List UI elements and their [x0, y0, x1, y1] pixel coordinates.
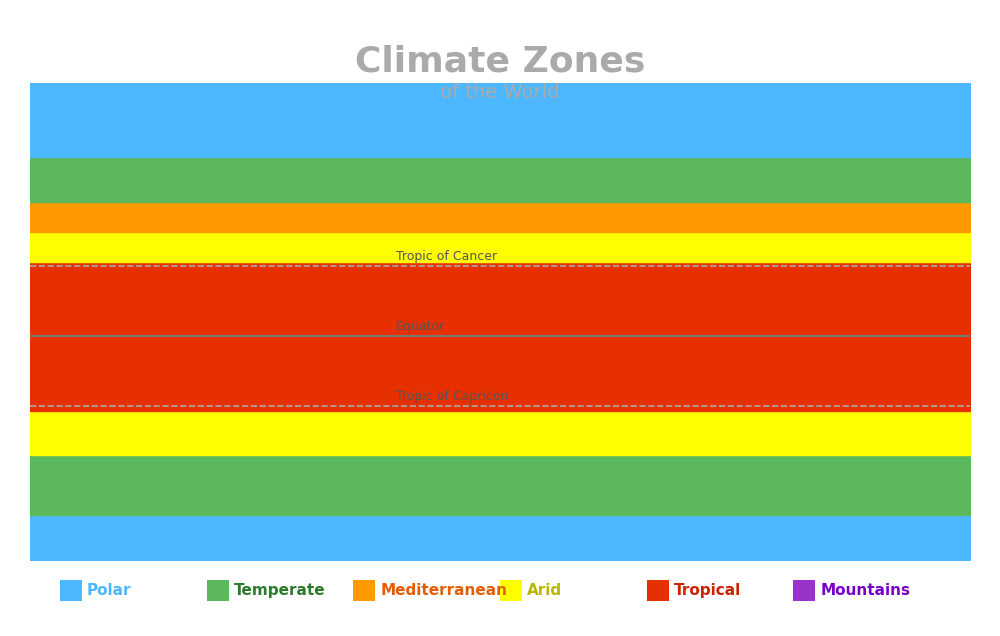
Text: Equator: Equator: [396, 320, 445, 333]
Text: Tropical: Tropical: [674, 583, 741, 598]
Text: Tropic of Cancer: Tropic of Cancer: [396, 250, 497, 263]
Text: Climate Zones: Climate Zones: [355, 45, 645, 78]
Text: Arid: Arid: [527, 583, 562, 598]
Text: Polar: Polar: [87, 583, 132, 598]
Text: Tropic of Capricon: Tropic of Capricon: [396, 390, 508, 403]
Text: Mediterranean: Mediterranean: [380, 583, 507, 598]
Text: Temperate: Temperate: [234, 583, 325, 598]
Text: Mountains: Mountains: [820, 583, 910, 598]
Text: of the World: of the World: [440, 83, 560, 102]
